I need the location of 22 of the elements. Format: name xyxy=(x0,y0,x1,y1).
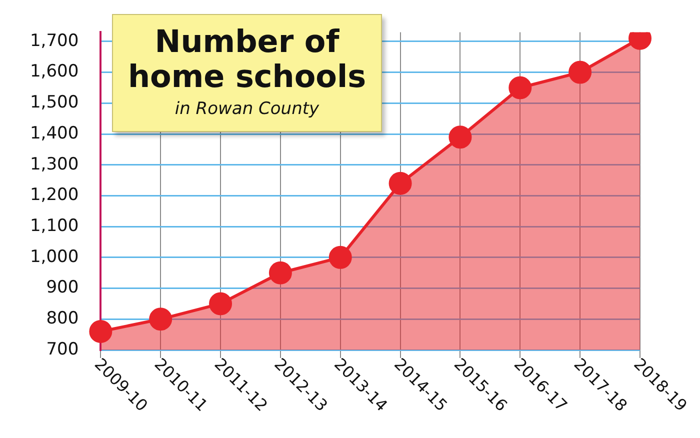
y-tick-label: 1,700 xyxy=(30,30,79,51)
point xyxy=(328,246,352,269)
y-tick-label: 700 xyxy=(46,339,79,360)
point xyxy=(268,261,292,284)
point xyxy=(508,76,532,100)
y-tick-label: 1,400 xyxy=(30,123,79,144)
y-tick-label: 1,000 xyxy=(30,246,79,267)
point xyxy=(568,60,592,84)
y-tick-label: 800 xyxy=(46,308,79,329)
point xyxy=(209,292,232,316)
y-tick-label: 1,500 xyxy=(30,92,79,113)
point xyxy=(149,308,172,331)
y-tick-label: 1,200 xyxy=(30,185,79,206)
y-tick-label: 1,300 xyxy=(30,154,79,174)
text: in Rowan County xyxy=(174,99,320,119)
chart-title: Number of home schools xyxy=(126,24,368,95)
point xyxy=(448,126,472,149)
point xyxy=(388,172,412,195)
y-tick-label: 1,100 xyxy=(30,216,79,236)
y-tick-label: 1,600 xyxy=(30,62,79,82)
y-tick-label: 900 xyxy=(46,278,79,298)
point xyxy=(89,320,112,343)
